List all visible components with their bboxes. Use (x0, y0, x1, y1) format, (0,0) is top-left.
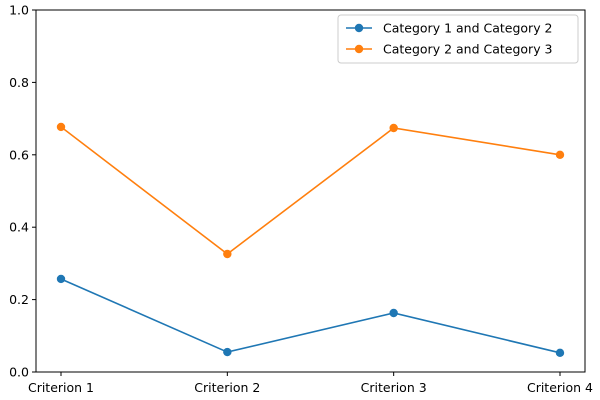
data-point (223, 249, 232, 259)
legend-item: Category 1 and Category 2 (346, 21, 553, 36)
legend-marker (354, 23, 364, 33)
data-point (56, 274, 66, 284)
plot-frame (35, 9, 586, 373)
series-line (60, 126, 561, 255)
x-tick-label: Criterion 3 (361, 380, 427, 395)
data-point (389, 123, 398, 133)
data-point (223, 347, 232, 357)
y-tick-label: 1.0 (9, 3, 29, 18)
data-point (389, 308, 398, 318)
legend-label: Category 1 and Category 2 (383, 21, 553, 36)
data-point (555, 150, 565, 159)
y-tick-label: 0.2 (9, 292, 29, 307)
y-tick-label: 0.8 (9, 75, 29, 90)
legend-label: Category 2 and Category 3 (383, 42, 553, 57)
legend-marker (354, 44, 364, 54)
data-point (555, 348, 565, 358)
legend-box (337, 14, 579, 64)
x-axis: Criterion 1 Criterion 2 Criterion 3 Criteri… (28, 372, 593, 395)
y-axis: 0.0 0.2 0.4 0.6 0.8 1.0 (9, 3, 36, 380)
x-tick-label: Criterion 1 (28, 380, 94, 395)
series-2 (56, 122, 565, 259)
data-point (56, 122, 66, 132)
x-tick-label: Criterion 2 (194, 380, 260, 395)
x-tick-label: Criterion 4 (527, 380, 593, 395)
series-1 (56, 274, 565, 358)
legend-item: Category 2 and Category 3 (346, 42, 553, 57)
y-tick-label: 0.0 (9, 365, 29, 380)
y-tick-label: 0.4 (9, 220, 29, 235)
series-layer (56, 122, 565, 358)
series-line (60, 278, 561, 354)
legend: Category 1 and Category 2 Category 2 and … (337, 14, 579, 64)
y-tick-label: 0.6 (9, 147, 29, 162)
